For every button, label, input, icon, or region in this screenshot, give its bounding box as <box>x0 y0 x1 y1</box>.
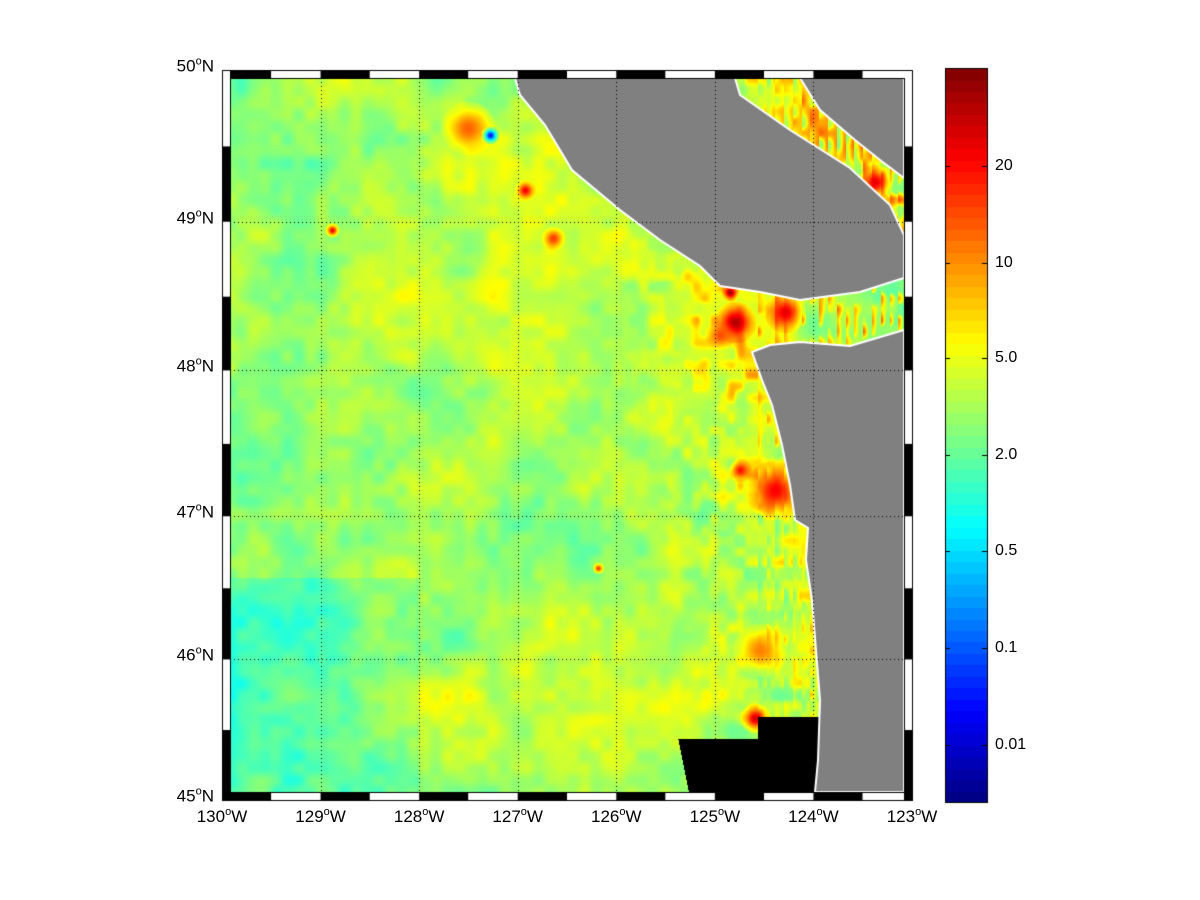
colorbar-tick-label: 10 <box>995 254 1013 271</box>
lat-tick-label: 46oN <box>176 644 214 665</box>
lat-tick-label: 50oN <box>176 55 214 76</box>
lat-tick-label: 49oN <box>176 207 214 228</box>
colorbar-tick-label: 5.0 <box>995 349 1018 366</box>
colorbar-tick-label: 0.5 <box>995 542 1018 559</box>
lon-tick-label: 127oW <box>492 806 543 826</box>
lat-tick-label: 45oN <box>176 785 214 806</box>
lat-tick-label: 48oN <box>176 355 214 376</box>
lon-tick-label: 128oW <box>393 806 445 826</box>
lon-tick-label: 124oW <box>788 806 839 826</box>
lon-tick-label: 126oW <box>591 806 642 826</box>
lon-tick-label: 123oW <box>886 806 938 826</box>
colorbar-tick-label: 0.1 <box>995 639 1018 656</box>
lat-tick-label: 47oN <box>176 501 214 522</box>
colorbar-tick-label: 0.01 <box>995 736 1027 753</box>
colorbar-tick-label: 20 <box>995 157 1013 174</box>
colorbar-tick-label: 2.0 <box>995 446 1018 463</box>
lon-tick-label: 130oW <box>196 806 248 826</box>
lon-tick-label: 125oW <box>689 806 741 826</box>
lon-tick-label: 129oW <box>295 806 346 826</box>
